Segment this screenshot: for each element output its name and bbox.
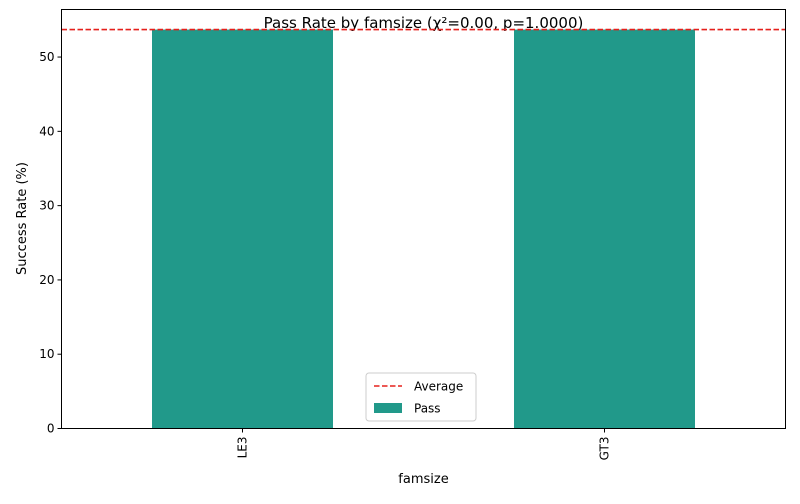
- y-tick-label: 20: [39, 273, 54, 287]
- bar-le3: [152, 29, 333, 429]
- legend-average-label: Average: [414, 380, 463, 394]
- legend-pass-swatch: [374, 403, 402, 413]
- y-tick-label: 50: [39, 50, 54, 64]
- y-axis-ticks: 0 10 20 30 40 50: [39, 50, 62, 436]
- y-tick-label: 30: [39, 199, 54, 213]
- bar-gt3: [514, 29, 695, 429]
- y-axis-label: Success Rate (%): [15, 162, 30, 275]
- y-tick-label: 40: [39, 124, 54, 138]
- bars: [152, 29, 695, 429]
- chart-title: Pass Rate by famsize (χ²=0.00, p=1.0000): [264, 14, 584, 32]
- x-tick-label-gt3: GT3: [598, 437, 612, 461]
- legend-pass-label: Pass: [414, 402, 441, 416]
- x-axis-label: famsize: [398, 472, 448, 487]
- x-tick-label-le3: LE3: [236, 437, 250, 459]
- y-tick-label: 10: [39, 347, 54, 361]
- x-axis-ticks: LE3 GT3: [236, 428, 612, 461]
- y-tick-label: 0: [47, 422, 55, 436]
- legend: Average Pass: [365, 372, 477, 422]
- plot-frame: [61, 9, 786, 429]
